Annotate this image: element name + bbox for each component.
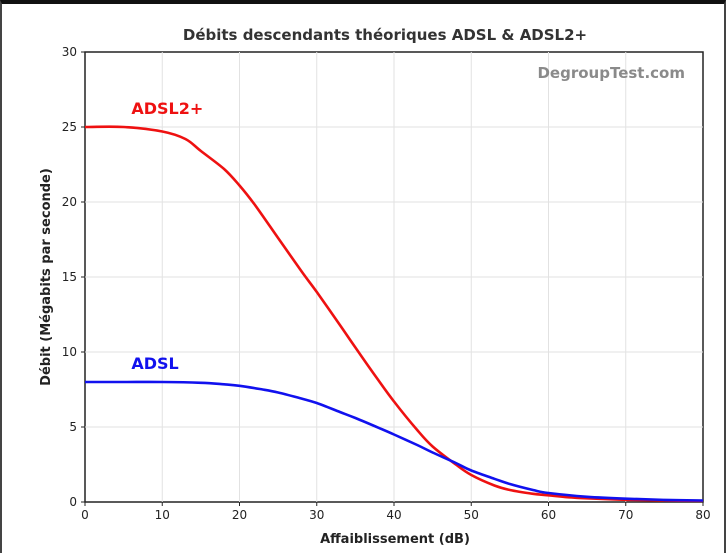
ticks-group: 0 10 20 30 40 50 60 70 80 0 5 10 15 20 25 30 [62,45,711,522]
watermark: DegroupTest.com [537,64,685,82]
grid [85,52,703,502]
series-label-adsl: ADSL [131,354,178,373]
x-tick-label: 60 [541,508,556,522]
x-tick-label: 0 [81,508,89,522]
y-axis-label: Débit (Mégabits par seconde) [39,168,54,386]
y-tick-label: 10 [62,345,77,359]
x-tick-label: 30 [309,508,324,522]
y-tick-label: 30 [62,45,77,59]
y-tick-label: 5 [69,420,77,434]
x-tick-label: 50 [464,508,479,522]
x-tick-label: 10 [155,508,170,522]
series-line-adsl [85,380,704,502]
y-tick-label: 20 [62,195,77,209]
x-tick-label: 70 [618,508,633,522]
x-tick-label: 20 [232,508,247,522]
x-axis-label: Affaiblissement (dB) [320,532,470,547]
series-labels: ADSL2+ ADSL [131,99,203,373]
y-tick-label: 15 [62,270,77,284]
series-label-adsl2-plus: ADSL2+ [131,99,203,118]
x-tick-label: 80 [695,508,710,522]
y-tick-label: 0 [69,495,77,509]
chart-title: Débits descendants théoriques ADSL & ADS… [183,26,587,44]
series-line-adsl2-plus [84,125,704,503]
y-tick-label: 25 [62,120,77,134]
series-group [84,125,704,503]
x-tick-label: 40 [386,508,401,522]
